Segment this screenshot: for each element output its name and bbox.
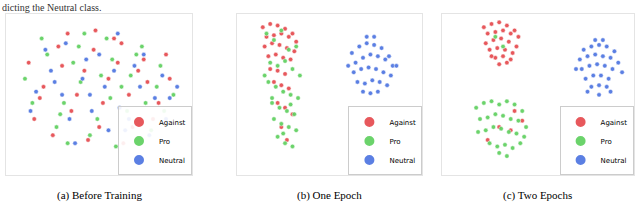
svg-text:dicting the Neutral class.: dicting the Neutral class. <box>2 2 101 13</box>
svg-text:Pro: Pro <box>601 138 612 146</box>
svg-text:Neutral: Neutral <box>159 157 185 165</box>
svg-text:Pro: Pro <box>389 138 400 146</box>
svg-text:(b) One Epoch: (b) One Epoch <box>297 189 362 202</box>
svg-text:(c) Two Epochs: (c) Two Epochs <box>503 189 572 202</box>
svg-text:Against: Against <box>389 119 416 127</box>
svg-text:(a) Before Training: (a) Before Training <box>57 189 142 202</box>
svg-text:Against: Against <box>601 119 628 127</box>
svg-text:Pro: Pro <box>159 138 170 146</box>
svg-text:Neutral: Neutral <box>389 157 415 165</box>
svg-text:Against: Against <box>159 119 186 127</box>
svg-text:Neutral: Neutral <box>601 157 627 165</box>
